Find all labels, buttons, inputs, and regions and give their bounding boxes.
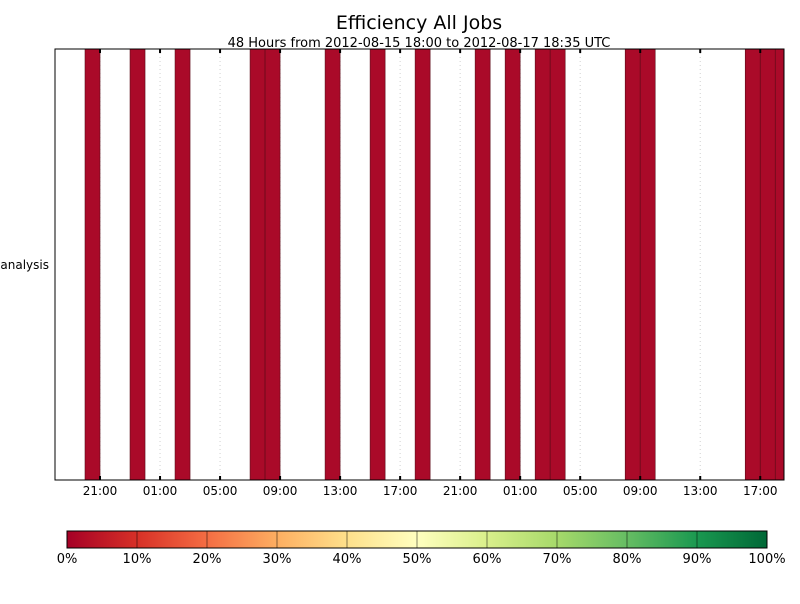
heatmap-cell-5 <box>324 48 341 481</box>
heatmap-cell-8 <box>474 48 491 481</box>
x-tick-label-2: 05:00 <box>203 484 238 498</box>
colorbar-label-0: 0% <box>57 552 78 567</box>
heatmap-cell-2 <box>174 48 191 481</box>
heatmap-cell-7 <box>414 48 431 481</box>
colorbar-label-1: 10% <box>123 552 152 567</box>
chart-title: Efficiency All Jobs <box>336 12 502 34</box>
colorbar-label-7: 70% <box>543 552 572 567</box>
x-tick-label-4: 13:00 <box>323 484 358 498</box>
heatmap-cell-9 <box>504 48 521 481</box>
x-tick-label-5: 17:00 <box>383 484 418 498</box>
heatmap-cell-6 <box>369 48 386 481</box>
heatmap-cell-12 <box>624 48 641 481</box>
x-axis-ticks: 21:00 01:00 05:00 09:00 13:00 17:00 21:00 01:00… <box>83 49 778 498</box>
heatmap-cell-16 <box>774 48 785 481</box>
heatmap-cells <box>84 48 785 481</box>
heatmap-cell-14 <box>744 48 761 481</box>
x-tick-label-10: 13:00 <box>683 484 718 498</box>
colorbar-label-3: 30% <box>263 552 292 567</box>
colorbar-label-5: 50% <box>403 552 432 567</box>
x-tick-label-8: 05:00 <box>563 484 598 498</box>
heatmap-cell-4 <box>264 48 281 481</box>
colorbar-label-6: 60% <box>473 552 502 567</box>
heatmap-cell-10 <box>534 48 551 481</box>
x-tick-label-0: 21:00 <box>83 484 118 498</box>
y-category-label: analysis <box>0 258 49 272</box>
colorbar: 0% 10% 20% 30% 40% 50% 60% 70% 80% 90% 100% <box>57 530 786 567</box>
x-tick-label-9: 09:00 <box>623 484 658 498</box>
colorbar-label-9: 90% <box>683 552 712 567</box>
x-tick-label-3: 09:00 <box>263 484 298 498</box>
colorbar-label-10: 100% <box>748 552 785 567</box>
chart-subtitle: 48 Hours from 2012-08-15 18:00 to 2012-0… <box>228 36 611 51</box>
colorbar-label-4: 40% <box>333 552 362 567</box>
x-tick-label-1: 01:00 <box>143 484 178 498</box>
x-tick-label-11: 17:00 <box>743 484 778 498</box>
heatmap-cell-15 <box>759 48 776 481</box>
heatmap-cell-11 <box>549 48 566 481</box>
plot-frame <box>54 48 785 481</box>
heatmap-cell-3 <box>249 48 266 481</box>
heatmap-cell-1 <box>129 48 146 481</box>
x-tick-label-6: 21:00 <box>443 484 478 498</box>
colorbar-label-8: 80% <box>613 552 642 567</box>
colorbar-label-2: 20% <box>193 552 222 567</box>
x-tick-label-7: 01:00 <box>503 484 538 498</box>
heatmap-cell-0 <box>84 48 101 481</box>
heatmap-cell-13 <box>639 48 656 481</box>
